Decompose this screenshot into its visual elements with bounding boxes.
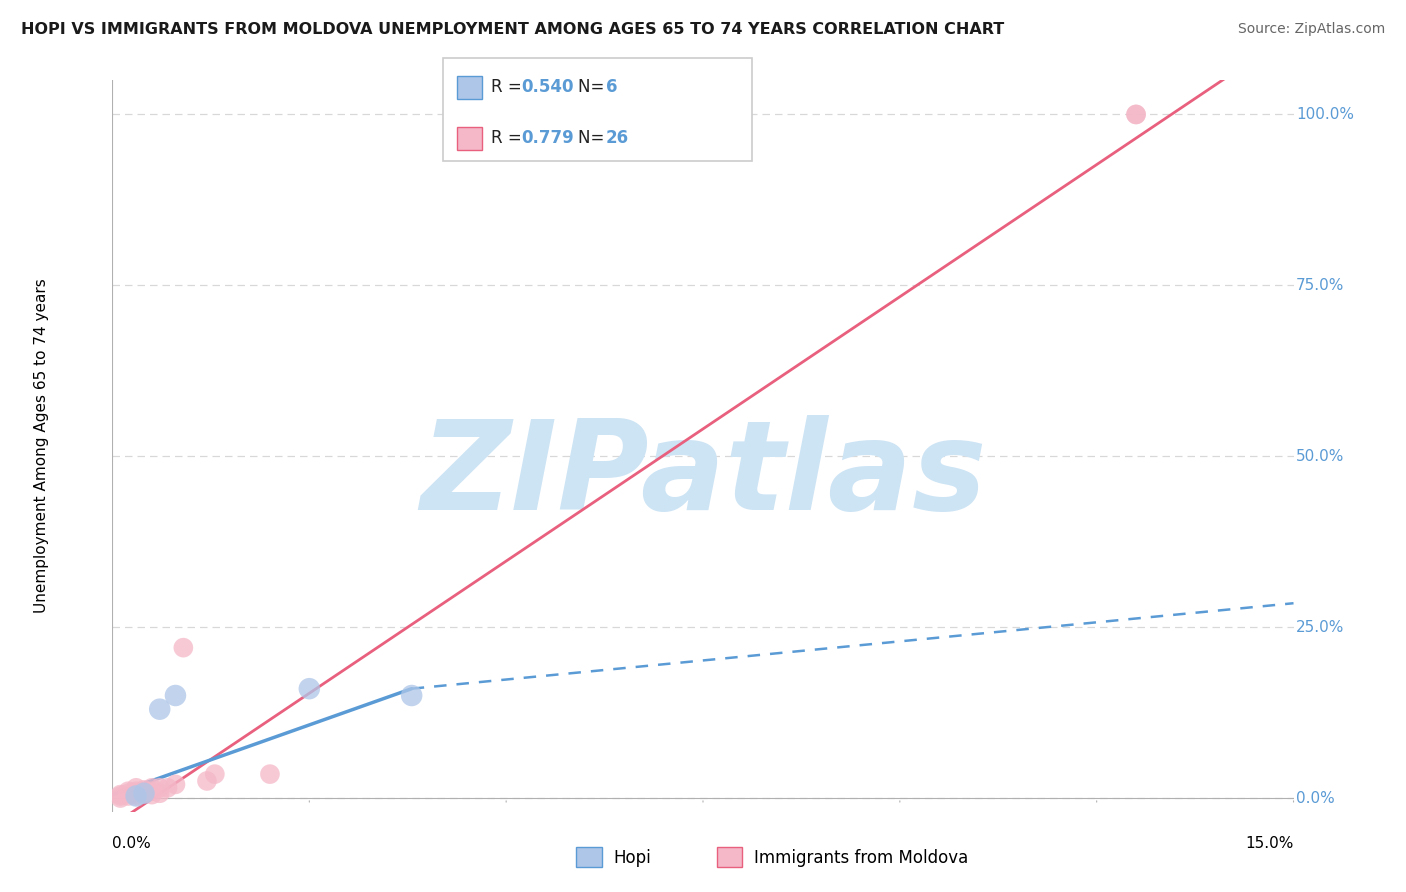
Point (132, 786, 155, 800)
Point (259, 767, 281, 781)
Point (110, 789, 132, 803)
Point (125, 786, 148, 800)
Text: 15.0%: 15.0% (1246, 836, 1294, 851)
Point (125, 788, 148, 802)
Text: 100.0%: 100.0% (1296, 107, 1354, 122)
Text: 75.0%: 75.0% (1296, 277, 1344, 293)
Point (172, 640, 194, 655)
Point (149, 786, 172, 800)
Text: N=: N= (578, 129, 609, 147)
Text: R =: R = (491, 129, 527, 147)
Point (125, 789, 148, 803)
Point (125, 780, 148, 795)
Point (195, 774, 218, 789)
Text: Immigrants from Moldova: Immigrants from Moldova (754, 849, 967, 867)
Point (298, 681, 321, 696)
Point (156, 780, 179, 795)
Point (117, 786, 139, 800)
Point (1125, 107, 1147, 121)
Point (1125, 107, 1147, 121)
Text: 25.0%: 25.0% (1296, 620, 1344, 634)
Point (165, 777, 187, 791)
Text: Hopi: Hopi (613, 849, 651, 867)
Text: 26: 26 (606, 129, 628, 147)
Point (110, 788, 132, 802)
Text: 0.0%: 0.0% (1296, 790, 1334, 805)
Point (117, 784, 139, 798)
Text: N=: N= (578, 78, 609, 96)
Point (149, 702, 172, 716)
Text: 0.0%: 0.0% (112, 836, 152, 851)
Point (110, 791, 132, 805)
Text: R =: R = (491, 78, 527, 96)
Text: Unemployment Among Ages 65 to 74 years: Unemployment Among Ages 65 to 74 years (34, 278, 49, 614)
Text: 50.0%: 50.0% (1296, 449, 1344, 464)
Point (141, 780, 163, 795)
Point (125, 784, 148, 798)
Point (125, 789, 148, 803)
Text: HOPI VS IMMIGRANTS FROM MOLDOVA UNEMPLOYMENT AMONG AGES 65 TO 74 YEARS CORRELATI: HOPI VS IMMIGRANTS FROM MOLDOVA UNEMPLOY… (21, 22, 1004, 37)
Text: ZIPatlas: ZIPatlas (420, 415, 986, 536)
Point (141, 784, 163, 798)
Point (149, 780, 172, 795)
Point (132, 782, 155, 797)
Text: 6: 6 (606, 78, 617, 96)
Point (132, 786, 155, 800)
Point (204, 767, 226, 781)
Point (401, 689, 423, 703)
Text: Source: ZipAtlas.com: Source: ZipAtlas.com (1237, 22, 1385, 37)
Text: 0.779: 0.779 (522, 129, 575, 147)
Point (117, 789, 139, 803)
Point (165, 689, 187, 703)
Point (141, 788, 163, 802)
Text: 0.540: 0.540 (522, 78, 574, 96)
